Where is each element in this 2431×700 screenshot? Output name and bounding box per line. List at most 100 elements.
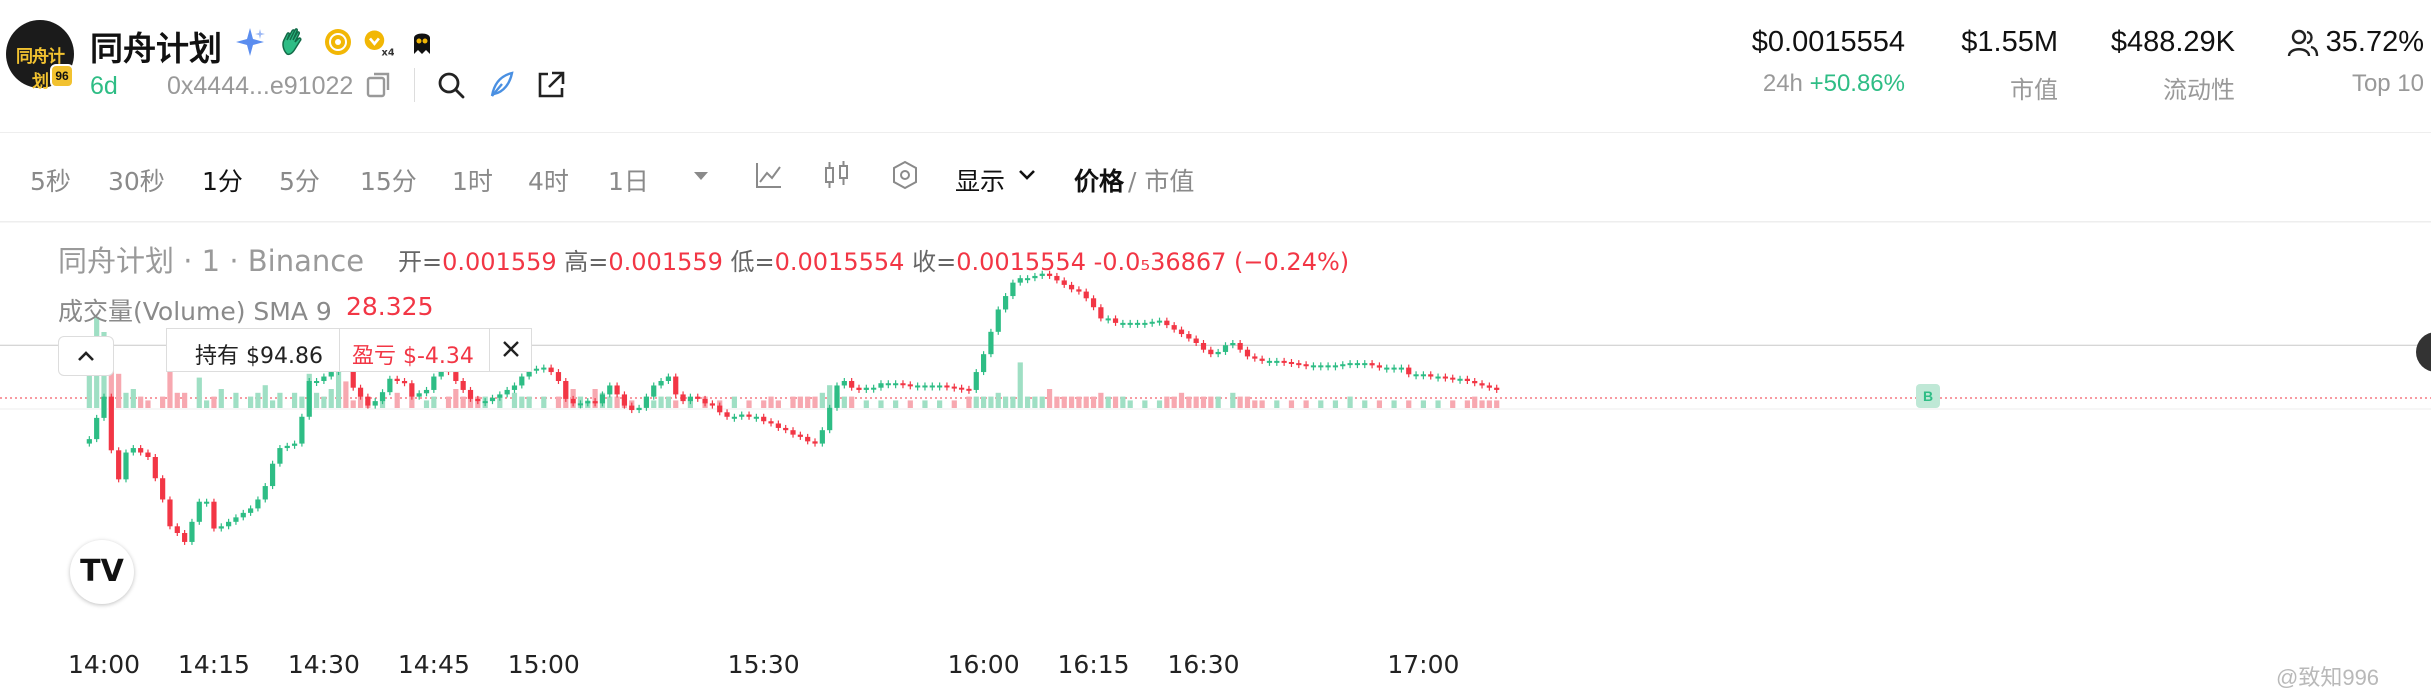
candle-down (1090, 298, 1097, 308)
timeframe-1h[interactable]: 1时 (452, 167, 493, 196)
divider (414, 68, 415, 102)
candle-down (812, 441, 818, 444)
hand-wave-icon (282, 28, 302, 56)
volume-bar (790, 396, 796, 408)
candle-down (1288, 362, 1295, 364)
candle-up (643, 396, 650, 408)
settings-hexagon-icon[interactable] (888, 158, 922, 192)
candle-down (592, 401, 598, 404)
candle-up (299, 416, 305, 444)
candle-up (526, 369, 532, 377)
volume-bar (409, 396, 415, 408)
external-link-icon[interactable] (534, 68, 568, 102)
volume-bar (116, 373, 122, 408)
volume-bar (1274, 400, 1280, 408)
timeframe-30s[interactable]: 30秒 (108, 167, 165, 196)
kol-badge-icon: x4 (364, 30, 394, 58)
position-pnl: 盈亏 $-4.34 (352, 344, 474, 369)
low-label: 低= (730, 248, 775, 276)
candle-up (1318, 365, 1324, 368)
candle-up (533, 368, 540, 371)
volume-bar (995, 392, 1001, 408)
candle-style-icon[interactable] (820, 158, 854, 192)
volume-bar (746, 400, 752, 408)
display-menu[interactable]: 显示 (955, 167, 1006, 196)
timeframe-5m[interactable]: 5分 (279, 167, 320, 196)
candle-up (423, 389, 430, 394)
tradingview-logo[interactable]: TV (70, 540, 134, 604)
candle-down (944, 385, 950, 388)
volume-bar (1347, 396, 1353, 408)
indicators-icon[interactable] (752, 158, 786, 192)
candle-down (849, 381, 855, 388)
candle-down (959, 387, 965, 390)
mcap-toggle[interactable]: / 市值 (1128, 167, 1195, 196)
token-age: 6d (90, 72, 118, 100)
timeframe-dropdown-icon[interactable] (684, 158, 718, 192)
volume-bar (1105, 396, 1111, 408)
price-change: 24h +50.86% (1763, 70, 1905, 98)
candle-down (160, 478, 166, 500)
chevron-down-icon[interactable] (1010, 158, 1044, 192)
volume-bar (1472, 396, 1478, 408)
candle-down (1486, 385, 1492, 388)
volume-bar (343, 381, 349, 408)
volume-bar (541, 396, 547, 408)
candle-up (1149, 321, 1155, 324)
candle-down (1171, 325, 1177, 330)
candle-down (1200, 343, 1207, 350)
sparkle-icon (236, 28, 265, 56)
candle-down (563, 381, 569, 399)
candle-down (1046, 273, 1053, 276)
volume-bar (1230, 392, 1236, 408)
collapse-legend-button[interactable] (58, 336, 114, 376)
candle-down (1281, 360, 1287, 363)
candle-up (1362, 363, 1368, 366)
candle-down (475, 398, 481, 402)
volume-bar (160, 396, 166, 408)
volume-bar (1068, 396, 1075, 408)
feather-icon[interactable] (484, 68, 518, 102)
timeframe-4h[interactable]: 4时 (528, 167, 569, 196)
x-axis-label: 15:30 (727, 650, 800, 679)
search-icon[interactable] (434, 68, 468, 102)
candle-up (1354, 363, 1361, 366)
volume-bar (665, 396, 672, 408)
open-value: 0.001559 (442, 248, 557, 276)
candle-up (915, 385, 921, 388)
price-scale-handle[interactable] (2416, 332, 2431, 372)
volume-bar (262, 385, 268, 408)
top10-label: Top 10 (2351, 70, 2424, 97)
contract-address: 0x4444...e91022 (167, 72, 354, 100)
logo-text: 同舟计划 (16, 47, 65, 92)
x-axis-label: 14:45 (397, 650, 470, 679)
candle-up (636, 407, 642, 411)
candle-up (878, 383, 884, 388)
timeframe-1m[interactable]: 1分 (202, 167, 243, 196)
volume-bar (1046, 389, 1053, 408)
candle-up (1024, 278, 1031, 281)
timeframe-1d[interactable]: 1日 (608, 167, 649, 196)
chart-legend-ohlc: 开=0.001559 高=0.001559 低=0.0015554 收=0.00… (398, 242, 1349, 277)
candle-up (885, 383, 891, 386)
candle-down (1076, 289, 1082, 292)
price-toggle[interactable]: 价格 (1074, 167, 1125, 196)
volume-bar (1288, 400, 1295, 408)
close-icon[interactable] (495, 333, 527, 365)
candle-down (629, 405, 635, 411)
copy-icon[interactable] (362, 68, 396, 102)
buy-marker[interactable]: B (1916, 384, 1940, 408)
users-icon (2287, 29, 2319, 57)
candle-down (724, 412, 730, 417)
candle-up (291, 443, 298, 446)
volume-bar (145, 400, 151, 408)
candle-down (1376, 365, 1383, 368)
position-hold: 持有 $94.86 (195, 344, 323, 369)
volume-bar (218, 389, 224, 408)
volume-bar (878, 400, 884, 408)
timeframe-15m[interactable]: 15分 (360, 167, 417, 196)
candle-down (1186, 334, 1192, 339)
volume-bar (1479, 400, 1485, 408)
timeframe-5s[interactable]: 5秒 (30, 167, 71, 196)
volume-bar (1391, 400, 1397, 408)
